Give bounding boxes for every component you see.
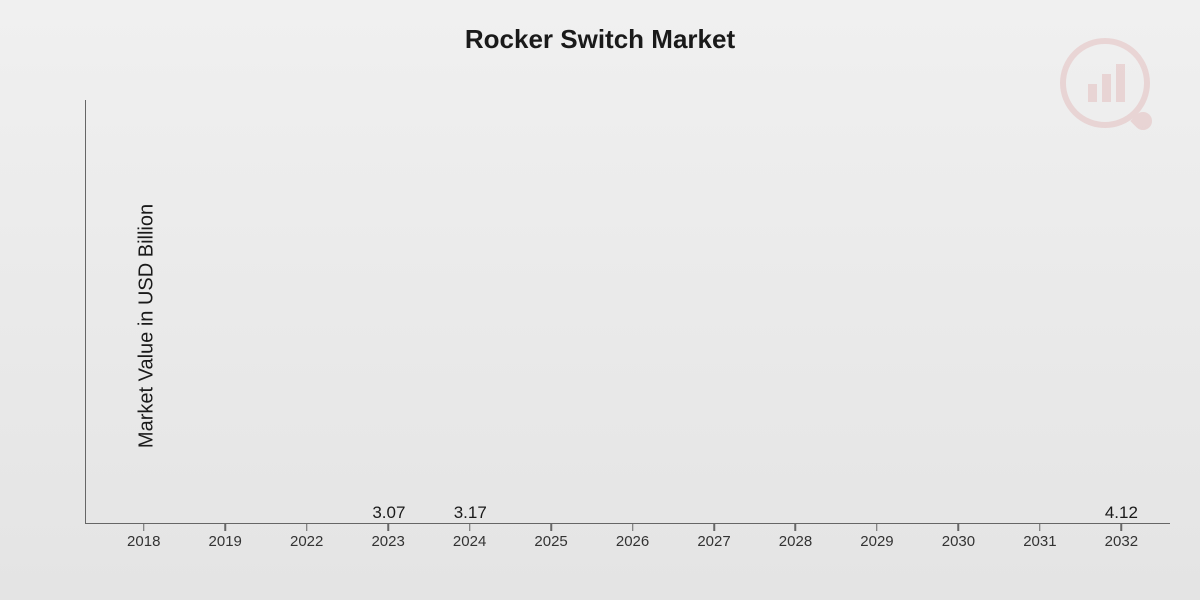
x-tick-label: 2022 (266, 533, 347, 550)
x-tick-label: 2028 (755, 533, 836, 550)
x-tick: 2023 (347, 524, 428, 552)
x-tick: 2019 (184, 524, 265, 552)
chart-title: Rocker Switch Market (0, 0, 1200, 55)
bars-container: 3.073.17 4.12 (86, 100, 1170, 523)
x-tick: 2031 (999, 524, 1080, 552)
x-tick-mark (469, 524, 471, 531)
plot-area: 3.073.17 4.12 (85, 100, 1170, 524)
x-tick-label: 2031 (999, 533, 1080, 550)
x-tick-label: 2024 (429, 533, 510, 550)
bar-value-label: 4.12 (1081, 503, 1162, 523)
x-tick: 2028 (755, 524, 836, 552)
bar-value-label: 3.17 (430, 503, 511, 523)
x-tick-mark (795, 524, 797, 531)
x-tick: 2018 (103, 524, 184, 552)
x-tick-label: 2023 (347, 533, 428, 550)
x-tick-mark (143, 524, 145, 531)
x-axis-ticks: 2018201920222023202420252026202720282029… (85, 524, 1170, 552)
bar-value-label: 3.07 (348, 503, 429, 523)
x-tick-mark (224, 524, 226, 531)
x-tick: 2025 (510, 524, 591, 552)
x-tick-label: 2030 (918, 533, 999, 550)
x-tick-mark (1121, 524, 1123, 531)
x-tick: 2024 (429, 524, 510, 552)
x-tick-label: 2025 (510, 533, 591, 550)
x-tick-mark (958, 524, 960, 531)
x-tick-mark (876, 524, 878, 531)
x-tick: 2022 (266, 524, 347, 552)
x-tick: 2026 (592, 524, 673, 552)
chart-container: Market Value in USD Billion 3.073.174.12… (75, 100, 1170, 552)
x-tick-mark (387, 524, 389, 531)
x-tick-label: 2032 (1081, 533, 1162, 550)
x-tick: 2029 (836, 524, 917, 552)
x-tick-mark (306, 524, 308, 531)
x-tick-label: 2026 (592, 533, 673, 550)
x-tick-mark (713, 524, 715, 531)
x-tick-mark (632, 524, 634, 531)
x-tick: 2030 (918, 524, 999, 552)
x-tick-label: 2019 (184, 533, 265, 550)
x-tick-label: 2027 (673, 533, 754, 550)
x-tick-label: 2029 (836, 533, 917, 550)
x-tick: 2027 (673, 524, 754, 552)
x-tick-mark (1039, 524, 1041, 531)
x-tick: 2032 (1081, 524, 1162, 552)
x-tick-label: 2018 (103, 533, 184, 550)
x-tick-mark (550, 524, 552, 531)
